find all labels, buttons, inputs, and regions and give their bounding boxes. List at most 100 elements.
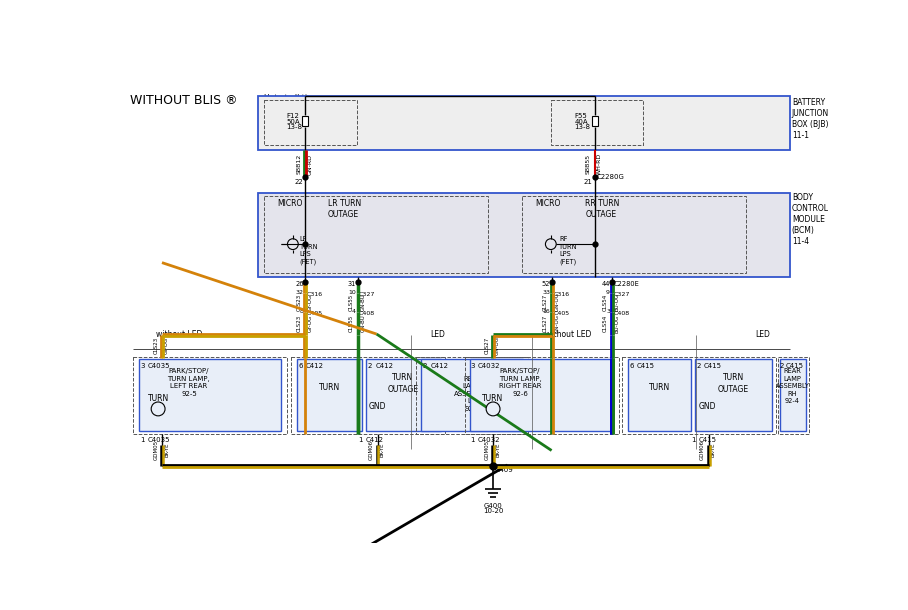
Bar	[416, 357, 528, 434]
Text: 1: 1	[141, 437, 145, 443]
Bar	[133, 357, 287, 434]
Text: CLS27: CLS27	[543, 293, 548, 310]
Text: GY-OG: GY-OG	[308, 315, 313, 332]
Bar	[139, 359, 281, 431]
Text: C327: C327	[613, 292, 629, 297]
Text: 52: 52	[541, 281, 550, 287]
Text: GND: GND	[369, 402, 386, 411]
Text: C415: C415	[785, 363, 804, 368]
Text: GDM05: GDM05	[484, 440, 489, 460]
Bar	[592, 115, 597, 126]
Text: C412: C412	[366, 437, 384, 443]
Text: 22: 22	[294, 179, 303, 185]
Bar	[695, 359, 772, 431]
Text: 50A: 50A	[287, 118, 301, 124]
Text: 1: 1	[691, 437, 696, 443]
Text: Hot at all times: Hot at all times	[264, 94, 323, 103]
Text: C327: C327	[359, 292, 376, 297]
Text: C4035: C4035	[148, 437, 171, 443]
Text: 10: 10	[349, 290, 356, 295]
Text: GND: GND	[698, 402, 716, 411]
Text: LF
TURN
LPS
(FET): LF TURN LPS (FET)	[300, 237, 319, 265]
Text: 4: 4	[352, 309, 356, 314]
Text: LED: LED	[430, 330, 445, 339]
Text: C4035: C4035	[148, 363, 171, 368]
Bar	[421, 359, 523, 431]
Text: 6: 6	[629, 363, 634, 368]
Text: LED: LED	[755, 330, 770, 339]
Bar	[366, 359, 440, 431]
Text: GDM05: GDM05	[153, 440, 158, 460]
Bar	[470, 359, 612, 431]
Bar	[297, 359, 362, 431]
Text: CLS27: CLS27	[543, 315, 548, 332]
Text: without LED: without LED	[545, 330, 591, 339]
Text: 26: 26	[295, 281, 303, 287]
Text: WITHOUT BLIS ®: WITHOUT BLIS ®	[130, 94, 237, 107]
Text: BATTERY
JUNCTION
BOX (BJB)
11-1: BATTERY JUNCTION BOX (BJB) 11-1	[792, 98, 829, 140]
Text: CLS27: CLS27	[484, 337, 489, 354]
Bar	[522, 196, 745, 273]
Text: TURN: TURN	[648, 383, 670, 392]
Text: 9: 9	[607, 290, 610, 295]
Text: TURN: TURN	[482, 395, 504, 403]
Bar	[627, 359, 691, 431]
Text: C415: C415	[704, 363, 722, 368]
Text: CLS23: CLS23	[297, 293, 301, 310]
Text: C316: C316	[553, 292, 569, 297]
Text: GN-BU: GN-BU	[360, 293, 365, 310]
Text: 2: 2	[696, 363, 701, 368]
Text: GY-OG: GY-OG	[308, 293, 313, 310]
Text: BK-YE: BK-YE	[164, 442, 169, 457]
Circle shape	[486, 402, 500, 416]
Text: 3: 3	[607, 309, 610, 314]
Text: PARK/STOP/
TURN LAMP,
LEFT REAR
92-5: PARK/STOP/ TURN LAMP, LEFT REAR 92-5	[168, 368, 211, 396]
Text: 2: 2	[155, 404, 161, 414]
Text: F12: F12	[287, 113, 300, 119]
Text: MICRO: MICRO	[278, 199, 303, 208]
Text: G400: G400	[484, 503, 502, 509]
Text: 40A: 40A	[575, 118, 588, 124]
Circle shape	[152, 402, 165, 416]
Text: C412: C412	[375, 363, 393, 368]
Text: 2: 2	[368, 363, 372, 368]
Bar	[302, 115, 309, 126]
Text: BODY
CONTROL
MODULE
(BCM)
11-4: BODY CONTROL MODULE (BCM) 11-4	[792, 193, 829, 246]
Bar	[258, 96, 790, 150]
Text: 32: 32	[296, 290, 303, 295]
Text: C405: C405	[553, 311, 569, 316]
Text: MICRO: MICRO	[536, 199, 561, 208]
Text: SBB12: SBB12	[297, 154, 301, 174]
Text: 3: 3	[141, 363, 145, 368]
Text: C412: C412	[430, 363, 449, 368]
Text: 13-8: 13-8	[287, 124, 302, 130]
Text: LR TURN
OUTAGE: LR TURN OUTAGE	[328, 199, 360, 219]
Text: 1: 1	[359, 437, 363, 443]
Bar	[551, 100, 643, 145]
Text: C2280G: C2280G	[597, 174, 625, 180]
Text: 31: 31	[348, 281, 356, 287]
Text: REAR
LAMP
ASSEMBLY
RH
92-4: REAR LAMP ASSEMBLY RH 92-4	[775, 368, 810, 404]
Text: F55: F55	[575, 113, 587, 119]
Bar	[258, 193, 790, 278]
Text: TURN: TURN	[147, 395, 169, 403]
Text: 2: 2	[779, 363, 784, 368]
Text: 6: 6	[298, 363, 302, 368]
Text: GN-BU: GN-BU	[360, 315, 365, 332]
Text: 2: 2	[423, 363, 428, 368]
Text: C415: C415	[637, 363, 655, 368]
Text: GN-OG: GN-OG	[495, 336, 500, 355]
Text: 10-20: 10-20	[483, 508, 503, 514]
Text: 33: 33	[542, 290, 550, 295]
Text: C316: C316	[307, 292, 323, 297]
Text: RF
TURN
LPS
(FET): RF TURN LPS (FET)	[559, 237, 577, 265]
Text: TURN
OUTAGE: TURN OUTAGE	[388, 373, 419, 393]
Bar	[291, 357, 445, 434]
Text: S409: S409	[496, 467, 513, 473]
Text: BU-OG: BU-OG	[615, 293, 619, 311]
Text: GN-OG: GN-OG	[555, 314, 559, 333]
Text: 8: 8	[300, 309, 303, 314]
Text: 21: 21	[584, 179, 592, 185]
Text: CLS23: CLS23	[297, 315, 301, 332]
Text: C408: C408	[359, 311, 375, 316]
